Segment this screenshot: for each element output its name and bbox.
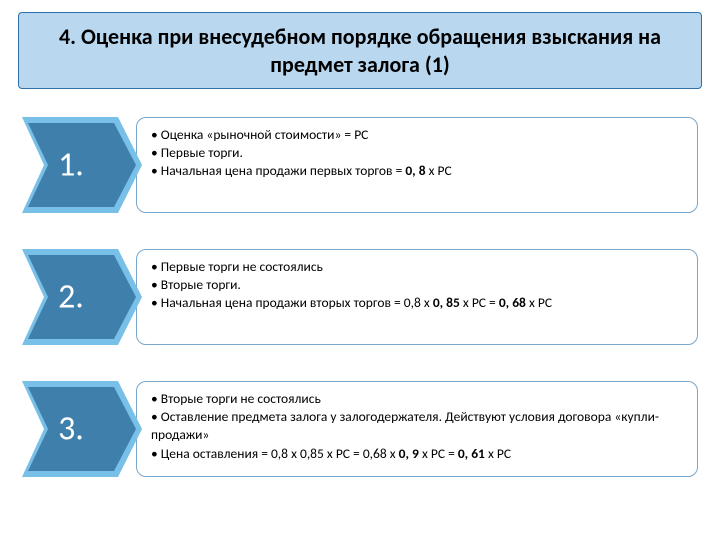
bullet-text: Оценка «рыночной стоимости» = РС [161, 126, 369, 143]
bullet-text: x РС = [419, 445, 458, 462]
rows-container: 1.Оценка «рыночной стоимости» = РСПервые… [18, 117, 702, 477]
bullet-text: Первые торги не состоялись [161, 258, 323, 275]
bullet-text: Цена оставления = 0,8 x 0,85 x РС = 0,68… [161, 445, 399, 462]
bullet-text: x РС = [460, 294, 499, 311]
bullet-strong: 0, 8 [405, 162, 425, 179]
bullet-item: Первые торги. [151, 144, 683, 162]
list-row: 2. Первые торги не состоялисьВторые торги… [22, 249, 698, 345]
bullet-text: x РС [526, 294, 552, 311]
bullet-text: x РС [426, 162, 452, 179]
chevron-wrap: 2. [22, 249, 142, 345]
bullet-item: Оставление предмета залога у залогодержа… [151, 408, 683, 444]
bullet-text: Начальная цена продажи первых торгов = [161, 162, 406, 179]
bullet-text: Начальная цена продажи вторых торгов = 0… [161, 294, 433, 311]
bullet-item: Первые торги не состоялись [151, 258, 683, 276]
bullet-strong: 0, 61 [458, 445, 485, 462]
bullet-item: Оценка «рыночной стоимости» = РС [151, 126, 683, 144]
bullet-text: Оставление предмета залога у залогодержа… [151, 408, 659, 443]
content-card: Вторые торги не состоялисьОставление пре… [136, 381, 698, 477]
chevron-wrap: 3. [22, 381, 142, 477]
bullet-list: Первые торги не состоялисьВторые торги.Н… [151, 258, 683, 313]
bullet-text: Вторые торги не состоялись [161, 390, 321, 407]
page-title: 4. Оценка при внесудебном порядке обраще… [33, 23, 687, 78]
bullet-strong: 0, 85 [433, 294, 460, 311]
bullet-item: Начальная цена продажи вторых торгов = 0… [151, 294, 683, 312]
title-box: 4. Оценка при внесудебном порядке обраще… [18, 12, 702, 89]
bullet-item: Вторые торги не состоялись [151, 390, 683, 408]
list-row: 3. Вторые торги не состоялисьОставление п… [22, 381, 698, 477]
bullet-strong: 0, 68 [499, 294, 526, 311]
step-number: 1. [22, 145, 120, 186]
step-number: 3. [22, 409, 120, 450]
bullet-strong: 0, 9 [399, 445, 419, 462]
chevron-wrap: 1. [22, 117, 142, 213]
bullet-item: Вторые торги. [151, 276, 683, 294]
bullet-list: Вторые торги не состоялисьОставление пре… [151, 390, 683, 463]
bullet-text: Вторые торги. [161, 276, 241, 293]
step-number: 2. [22, 277, 120, 318]
bullet-item: Начальная цена продажи первых торгов = 0… [151, 162, 683, 180]
list-row: 1. Оценка «рыночной стоимости» = РСПервые… [22, 117, 698, 213]
bullet-item: Цена оставления = 0,8 x 0,85 x РС = 0,68… [151, 445, 683, 463]
content-card: Первые торги не состоялисьВторые торги.Н… [136, 249, 698, 345]
content-card: Оценка «рыночной стоимости» = РСПервые т… [136, 117, 698, 213]
bullet-text: Первые торги. [161, 144, 243, 161]
bullet-text: x РС [485, 445, 511, 462]
bullet-list: Оценка «рыночной стоимости» = РСПервые т… [151, 126, 683, 181]
